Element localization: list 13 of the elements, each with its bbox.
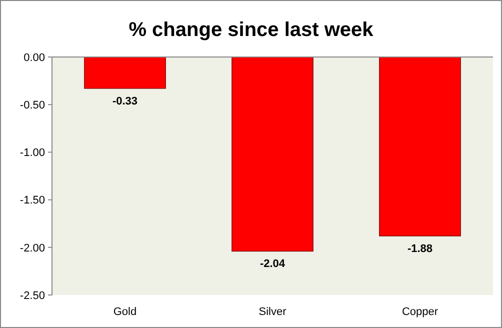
chart-title: % change since last week <box>128 19 374 41</box>
y-tick-label: -2.00 <box>20 242 45 254</box>
data-label: -0.33 <box>112 95 138 108</box>
x-tick-label: Gold <box>113 306 137 318</box>
y-tick-label: -1.50 <box>20 194 45 207</box>
x-tick-label: Copper <box>402 306 438 318</box>
y-tick-label: 0.00 <box>24 52 45 64</box>
y-tick-label: -2.50 <box>20 290 45 302</box>
data-label: -2.04 <box>260 258 286 270</box>
x-tick-label: Silver <box>258 306 287 318</box>
y-tick-label: -0.50 <box>20 99 45 112</box>
y-tick-label: -1.00 <box>20 147 45 160</box>
data-label: -1.88 <box>407 242 433 255</box>
